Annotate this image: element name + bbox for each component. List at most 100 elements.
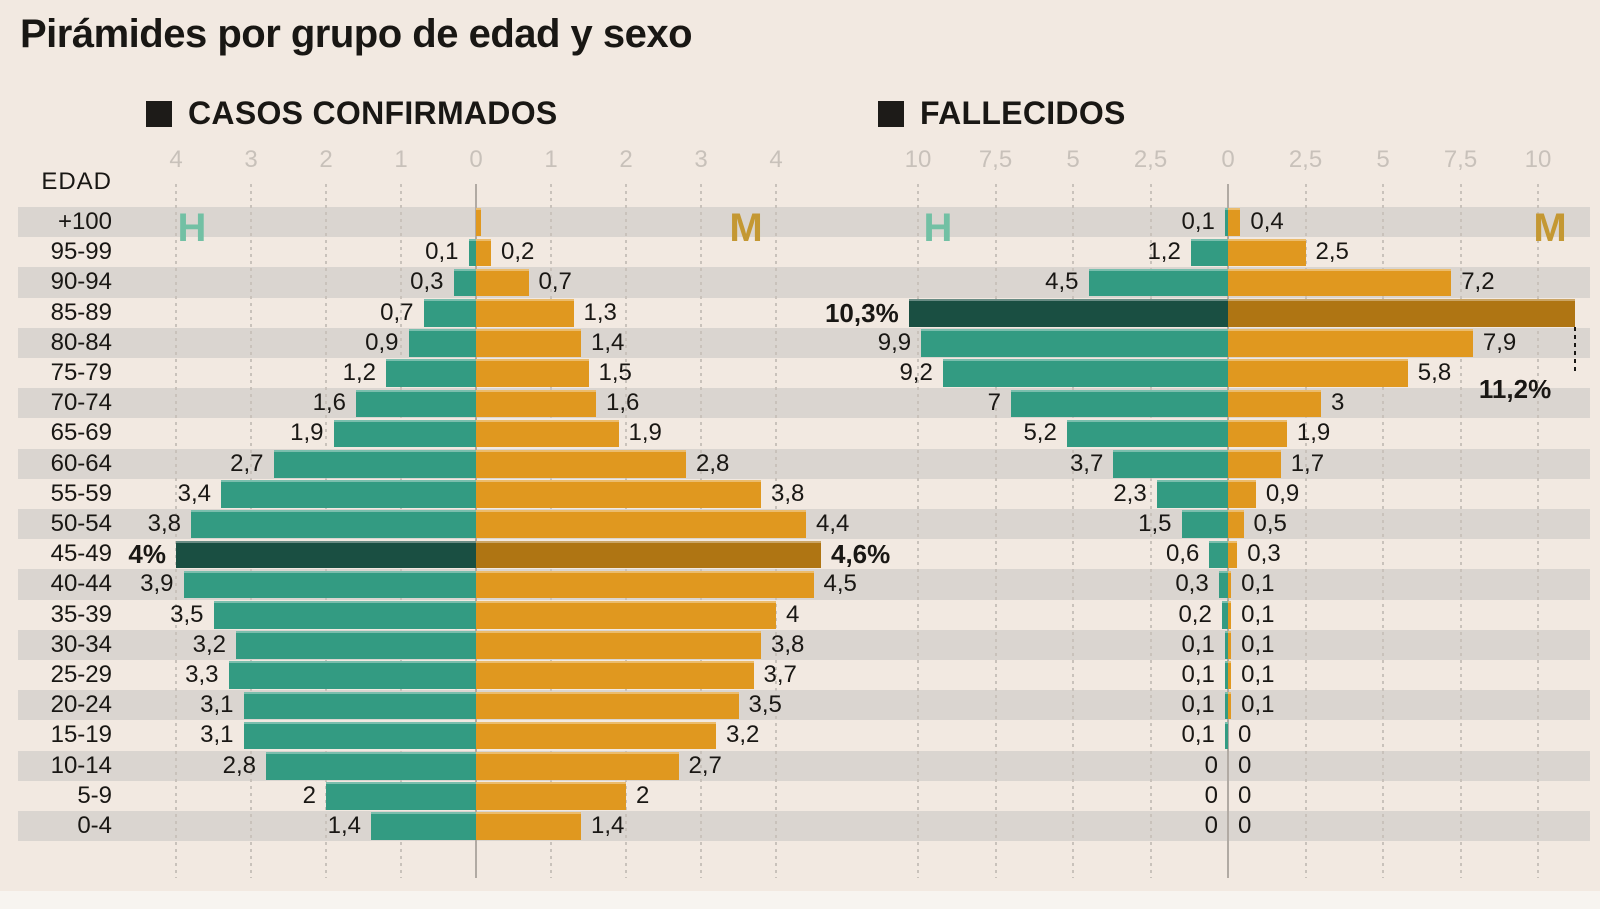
men-bar	[1181, 510, 1228, 538]
value-label: 1,3	[583, 298, 617, 326]
value-label: 0	[1204, 751, 1218, 779]
value-label: 4,5	[823, 570, 857, 598]
men-bar	[243, 721, 476, 750]
men-bar	[191, 510, 476, 538]
value-label: 2	[636, 781, 650, 809]
age-group-label: 60-64	[50, 449, 112, 477]
women-bar	[1228, 359, 1408, 387]
value-label: 3,5	[748, 691, 782, 719]
value-label: 1,2	[342, 359, 376, 386]
women-bar	[1228, 238, 1306, 267]
value-label: 9,2	[899, 359, 933, 386]
value-label: 3,7	[763, 661, 797, 688]
value-label: 0,3	[410, 268, 444, 296]
axis-gridline	[1304, 184, 1307, 878]
value-label: 0,7	[538, 268, 572, 296]
value-label: 0	[1238, 781, 1252, 809]
men-bar	[1224, 208, 1228, 236]
value-label: 2,5	[1315, 238, 1349, 266]
value-label: 0	[1204, 781, 1218, 809]
annotation-dashed-line	[1574, 326, 1577, 374]
women-bar	[1228, 329, 1473, 357]
men-bar	[356, 389, 476, 418]
axis-gridline	[917, 184, 919, 878]
men-bar	[273, 450, 476, 478]
value-label: 3	[1331, 389, 1345, 417]
value-label: 4,4	[816, 510, 850, 537]
value-label: 1,6	[312, 389, 346, 417]
men-bar	[1066, 419, 1228, 448]
value-label: 0,1	[1241, 661, 1275, 688]
axis-tick-label: 3	[244, 146, 258, 173]
women-side-label: M	[729, 206, 763, 250]
men-bar	[921, 329, 1228, 357]
axis-tick-label: 0	[1221, 146, 1235, 173]
axis-tick-label: 10	[1524, 146, 1552, 173]
women-bar	[1228, 661, 1232, 689]
age-group-label: 45-49	[50, 540, 112, 568]
value-label: 7,2	[1461, 268, 1495, 296]
women-bar	[1228, 691, 1232, 720]
women-bar	[476, 419, 619, 448]
women-bar	[476, 208, 482, 236]
value-label: 0,1	[1241, 691, 1275, 719]
bottom-strip	[0, 891, 1600, 909]
men-bar	[1224, 691, 1228, 720]
women-bar	[1228, 601, 1232, 629]
row-band	[18, 388, 1590, 419]
value-label: 4,5	[1045, 268, 1079, 296]
value-label: 0	[1238, 721, 1252, 749]
value-label: 1,7	[1290, 449, 1325, 477]
women-bar	[476, 691, 739, 720]
value-label: 3,1	[200, 721, 234, 749]
value-label: 0,1	[1241, 600, 1275, 628]
age-group-label: 75-79	[50, 359, 112, 386]
page-title: Pirámides por grupo de edad y sexo	[20, 12, 693, 56]
age-group-label: 0-4	[77, 812, 112, 839]
axis-tick-label: 1	[394, 146, 408, 173]
age-group-label: +100	[57, 208, 112, 235]
women-bar	[476, 329, 581, 357]
axis-gridline	[175, 184, 177, 878]
men-bar	[423, 299, 476, 327]
age-group-label: 40-44	[50, 570, 112, 598]
men-bar	[1221, 601, 1228, 629]
men-bar	[176, 540, 476, 569]
value-label: 3,2	[726, 721, 760, 749]
value-label: 4	[786, 600, 800, 628]
value-label: 0,3	[1247, 540, 1281, 568]
age-group-label: 80-84	[50, 328, 112, 356]
value-label: 0,5	[1253, 510, 1287, 537]
men-bar	[326, 782, 476, 810]
women-bar	[476, 752, 679, 780]
value-label: 0,4	[1250, 208, 1284, 235]
value-label: 2,3	[1113, 479, 1147, 507]
men-bar	[333, 419, 476, 448]
women-bar	[1228, 268, 1452, 297]
value-label: 2,8	[696, 449, 730, 477]
value-label: 0,3	[1175, 570, 1209, 598]
age-group-label: 35-39	[50, 600, 112, 628]
value-label: 0,1	[1181, 721, 1215, 749]
axis-tick-label: 2,5	[1133, 146, 1168, 173]
men-bar	[908, 299, 1228, 327]
men-bar	[1113, 450, 1228, 478]
women-bar	[476, 661, 754, 689]
value-label: 3,8	[771, 630, 805, 658]
row-band	[18, 811, 1590, 842]
value-label: 0,1	[425, 238, 459, 266]
men-bar	[1156, 480, 1228, 508]
value-label: 0,2	[1178, 600, 1212, 628]
axis-gridline	[1459, 184, 1462, 878]
value-label: 1,2	[1147, 238, 1181, 266]
value-label: 3,2	[192, 630, 226, 658]
axis-tick-label: 5	[1066, 146, 1080, 173]
value-label: 2	[302, 781, 316, 809]
women-bar	[476, 480, 761, 508]
row-band	[18, 207, 1590, 238]
value-label: 3,7	[1069, 449, 1104, 477]
age-group-label: 30-34	[50, 630, 112, 658]
men-bar	[1011, 389, 1228, 418]
value-label: 1,4	[591, 812, 625, 839]
